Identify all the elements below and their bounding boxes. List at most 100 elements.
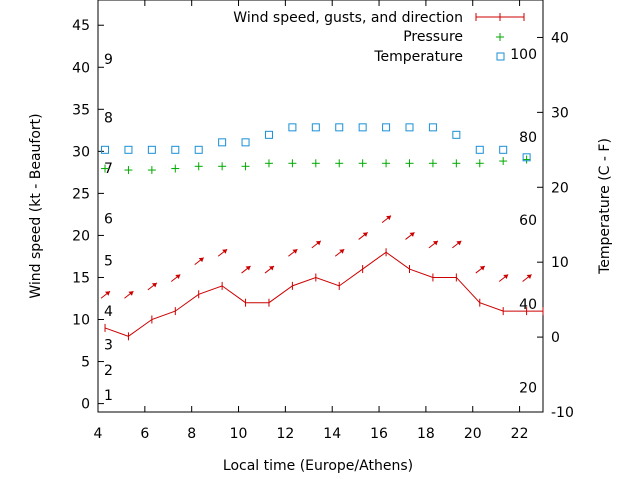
temperature-point bbox=[288, 123, 297, 132]
beaufort-label: 3 bbox=[104, 338, 113, 354]
ticks-layer: 4 6 8 10 12 14 16 18 20 22051015202530354045-1001… bbox=[72, 0, 574, 442]
beaufort-label: 2 bbox=[104, 363, 113, 379]
pressure-point bbox=[428, 159, 437, 168]
temperature-point bbox=[311, 123, 320, 132]
x-tick-label: 14 bbox=[323, 426, 341, 442]
gust-arrow bbox=[475, 265, 486, 274]
gust-arrow bbox=[311, 240, 322, 249]
fahrenheit-label: 100 bbox=[510, 47, 537, 63]
gust-arrow bbox=[498, 274, 509, 282]
y-axis-label-right: Temperature (C - F) bbox=[597, 138, 613, 275]
beaufort-label: 1 bbox=[104, 388, 113, 404]
gust-arrow bbox=[381, 215, 392, 224]
beaufort-label: 4 bbox=[104, 304, 113, 320]
pressure-point bbox=[194, 162, 203, 171]
pressure-point bbox=[522, 155, 531, 164]
y-tick-label-right: -10 bbox=[551, 405, 574, 421]
gust-arrow bbox=[100, 290, 111, 299]
gust-arrow bbox=[124, 290, 134, 299]
x-tick-label: 20 bbox=[464, 426, 482, 442]
y-tick-label-left: 45 bbox=[72, 18, 90, 34]
gust-arrow-head bbox=[409, 232, 415, 237]
y-tick-label-right: 40 bbox=[551, 30, 569, 46]
y-tick-label-left: 35 bbox=[72, 102, 90, 118]
x-tick-label: 8 bbox=[187, 426, 196, 442]
beaufort-label: 8 bbox=[104, 111, 113, 127]
y-tick-label-left: 0 bbox=[81, 397, 90, 413]
x-tick-label: 22 bbox=[511, 426, 529, 442]
beaufort-label: 9 bbox=[104, 52, 113, 68]
gust-arrow-head bbox=[245, 266, 251, 271]
legend-label-temperature: Temperature bbox=[373, 49, 463, 65]
y-tick-label-left: 10 bbox=[72, 313, 90, 329]
fahrenheit-label: 80 bbox=[519, 130, 537, 146]
y-tick-label-right: 20 bbox=[551, 180, 569, 196]
temperature-point bbox=[522, 153, 531, 162]
temperature-point bbox=[218, 138, 227, 147]
gust-arrow-head bbox=[456, 240, 462, 246]
y-tick-label-left: 30 bbox=[72, 144, 90, 160]
temperature-point bbox=[171, 145, 180, 154]
temperature-point bbox=[241, 138, 250, 147]
pressure-point bbox=[452, 159, 461, 168]
gust-arrow bbox=[170, 274, 181, 282]
gust-arrow-head bbox=[339, 249, 345, 254]
gust-arrow-head bbox=[128, 291, 134, 296]
gust-arrow bbox=[194, 257, 205, 266]
y-tick-label-right: 0 bbox=[551, 330, 560, 346]
wind-speed-line bbox=[104, 251, 543, 337]
gust-arrow-head bbox=[526, 274, 532, 279]
x-tick-label: 16 bbox=[370, 426, 388, 442]
legend: Wind speed, gusts, and direction Pressur… bbox=[233, 10, 525, 65]
y-tick-label-right: 30 bbox=[551, 105, 569, 121]
legend-label-pressure: Pressure bbox=[403, 29, 463, 45]
x-tick-label: 12 bbox=[276, 426, 294, 442]
gust-arrow-head bbox=[292, 249, 298, 254]
marks-layer bbox=[100, 123, 544, 341]
pressure-point bbox=[311, 159, 320, 168]
pressure-point bbox=[335, 159, 344, 168]
temperature-point bbox=[452, 130, 461, 139]
pressure-point bbox=[171, 164, 180, 173]
y-tick-label-left: 5 bbox=[81, 355, 90, 371]
legend-swatch-temperature bbox=[496, 52, 505, 61]
gust-arrow bbox=[358, 232, 368, 240]
pressure-point bbox=[147, 166, 156, 175]
temperature-point bbox=[428, 123, 437, 132]
temperature-point bbox=[382, 123, 391, 132]
temperature-point bbox=[194, 145, 203, 154]
pressure-point bbox=[241, 162, 250, 171]
y-tick-label-right: 10 bbox=[551, 255, 569, 271]
x-tick-label: 10 bbox=[230, 426, 248, 442]
gust-arrow-head bbox=[503, 274, 509, 279]
temperature-point bbox=[475, 145, 484, 154]
gust-arrow bbox=[241, 265, 251, 274]
pressure-point bbox=[405, 159, 414, 168]
gust-arrow-head bbox=[268, 266, 274, 271]
gust-arrow bbox=[334, 248, 345, 257]
gust-arrow bbox=[288, 248, 298, 257]
y-axis-label-left: Wind speed (kt - Beaufort) bbox=[28, 113, 44, 298]
y-tick-label-left: 20 bbox=[72, 228, 90, 244]
gust-arrow-head bbox=[386, 215, 392, 221]
gust-arrow bbox=[264, 265, 275, 274]
y-tick-label-left: 25 bbox=[72, 186, 90, 202]
gust-arrow-head bbox=[479, 266, 485, 271]
gust-arrow bbox=[428, 240, 439, 249]
gust-arrow bbox=[522, 274, 532, 282]
pressure-point bbox=[358, 159, 367, 168]
gust-arrow-head bbox=[222, 249, 228, 254]
x-tick-label: 18 bbox=[417, 426, 435, 442]
gust-arrow bbox=[405, 232, 415, 240]
y-tick-label-left: 15 bbox=[72, 270, 90, 286]
temperature-point bbox=[499, 145, 508, 154]
gust-arrow-head bbox=[362, 232, 368, 237]
gust-arrow bbox=[452, 240, 462, 249]
pressure-point bbox=[218, 162, 227, 171]
legend-swatch-pressure bbox=[496, 33, 504, 41]
temperature-point bbox=[101, 145, 110, 154]
pressure-point bbox=[475, 159, 484, 168]
x-axis-label: Local time (Europe/Athens) bbox=[223, 458, 413, 474]
